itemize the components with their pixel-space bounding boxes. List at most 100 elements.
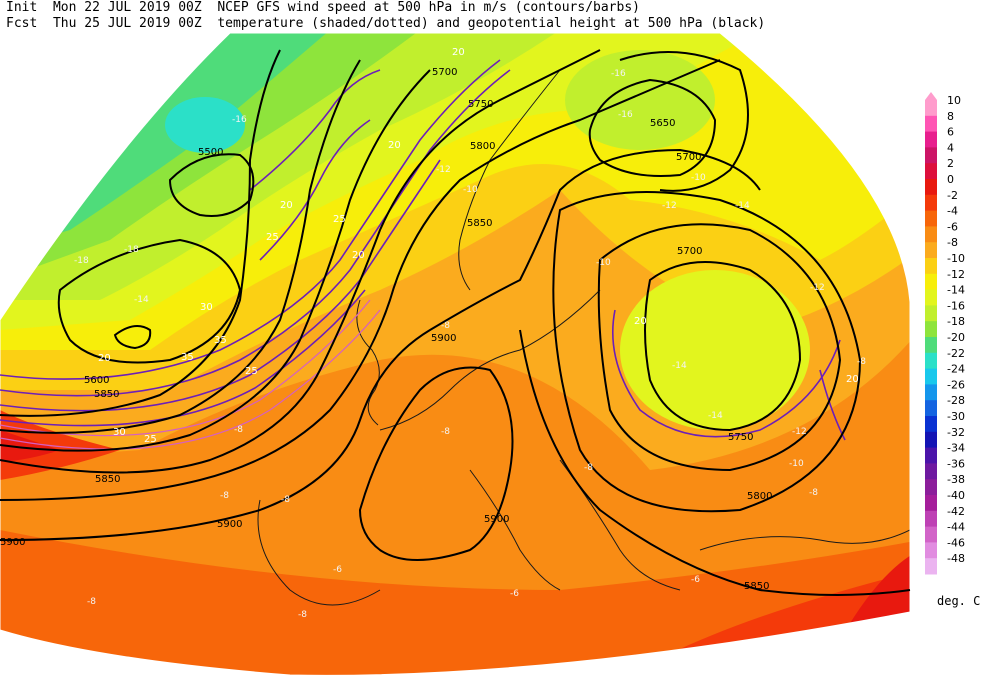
height-contour (113, 325, 152, 350)
weather-map: 5500 5600 5650 5700 5700 5700 5750 5750 … (0, 32, 911, 676)
colorbar-swatch (925, 147, 937, 164)
coast-europe (379, 289, 601, 431)
wind-label: 35 (214, 335, 227, 346)
colorbar-swatch (925, 289, 937, 306)
height-label: 5500 (198, 147, 223, 158)
height-label: 5900 (0, 537, 25, 548)
colorbar-tick-label: 8 (947, 110, 954, 123)
height-contour (0, 69, 431, 452)
colorbar-swatch (925, 558, 937, 575)
coast-italy (469, 469, 561, 591)
colorbar-swatch (925, 526, 937, 543)
height-contour-labels: 5500 5600 5650 5700 5700 5700 5750 5750 … (0, 67, 772, 592)
colorbar-swatch (925, 163, 937, 180)
height-label: 5850 (95, 474, 120, 485)
colorbar-swatch (925, 131, 937, 148)
colorbar-unit: deg. C (937, 594, 981, 608)
temp-label: -12 (810, 283, 825, 293)
temp-band-minus16-east (565, 50, 715, 150)
init-label: Init (6, 0, 38, 15)
colorbar-tick-label: -32 (947, 426, 965, 439)
height-label: 5600 (84, 375, 109, 386)
height-contour (588, 78, 717, 177)
colorbar-tick-label: -46 (947, 536, 965, 549)
colorbar-tick-label: -22 (947, 347, 965, 360)
colorbar-swatch (925, 242, 937, 259)
temp-label: -16 (232, 115, 247, 125)
coast-turkey (699, 529, 910, 551)
temp-label: -16 (611, 69, 626, 79)
height-contour (597, 223, 842, 472)
title-line1: NCEP GFS wind speed at 500 hPa in m/s (c… (217, 0, 640, 15)
colorbar-swatch (925, 352, 937, 370)
height-contour (644, 261, 802, 432)
wind-label: 20 (352, 250, 365, 261)
temp-label: -12 (792, 427, 807, 437)
colorbar-swatch (925, 495, 937, 512)
height-label: 5850 (94, 389, 119, 400)
colorbar-swatch (925, 368, 937, 385)
temp-label: -10 (596, 258, 611, 268)
colorbar-swatch (925, 479, 937, 496)
temp-label: -8 (441, 427, 450, 437)
colorbar-tick-label: -26 (947, 378, 965, 391)
colorbar-swatch (925, 273, 937, 291)
temp-label: -12 (436, 165, 451, 175)
temp-label: -6 (510, 589, 519, 599)
height-contours (0, 49, 911, 596)
wind-label: 20 (388, 140, 401, 151)
coast-iberia (257, 499, 381, 606)
temp-label: -14 (708, 411, 723, 421)
colorbar-swatch (925, 384, 937, 401)
warm-core-atlantic (0, 430, 60, 462)
temp-label: -14 (672, 361, 687, 371)
temp-label: -8 (857, 357, 866, 367)
height-label: 5650 (650, 118, 675, 129)
temp-label: -14 (735, 201, 750, 211)
height-label: 5700 (676, 152, 701, 163)
wind-label: 25 (333, 214, 346, 225)
temp-label: -16 (618, 110, 633, 120)
colorbar-swatch (925, 416, 937, 433)
colorbar-tick-label: -42 (947, 505, 965, 518)
wind-contour (249, 69, 381, 191)
wind-contour (0, 159, 441, 412)
wind-contour (0, 309, 381, 450)
height-label: 5700 (677, 246, 702, 257)
colorbar-tick-label: -40 (947, 489, 965, 502)
height-label: 5750 (728, 432, 753, 443)
colorbar-swatch (925, 100, 937, 117)
colorbar-cap (925, 92, 937, 100)
temperature-field (0, 33, 910, 676)
colorbar-tick-label: -12 (947, 268, 965, 281)
temp-label: -6 (333, 565, 342, 575)
coast-scandinavia (458, 69, 561, 291)
temp-label: -10 (691, 173, 706, 183)
wind-speed-contours (0, 59, 846, 441)
cold-core-northwest (165, 97, 245, 153)
temp-band-minus6-south (0, 530, 910, 676)
height-label: 5900 (217, 519, 242, 530)
colorbar-swatch (925, 179, 937, 196)
temp-label: -8 (298, 610, 307, 620)
height-contour (0, 49, 601, 474)
wind-label: 20 (452, 47, 465, 58)
colorbar-tick-label: -10 (947, 252, 965, 265)
colorbar-swatch (925, 463, 937, 480)
colorbar-tick-label: -38 (947, 473, 965, 486)
wind-contour (0, 69, 511, 397)
height-contour (0, 59, 721, 501)
colorbar-swatch (925, 226, 937, 243)
colorbar-tick-label: -16 (947, 299, 965, 312)
temp-label: -10 (463, 185, 478, 195)
height-contour (552, 191, 862, 513)
colorbar-swatches (925, 92, 937, 575)
temp-label: -18 (124, 245, 139, 255)
colorbar-tick-label: -14 (947, 284, 965, 297)
colorbar-swatch (925, 447, 937, 464)
height-contour (358, 366, 514, 561)
colorbar-tick-label: -28 (947, 394, 965, 407)
height-label: 5850 (467, 218, 492, 229)
temp-label: -8 (234, 425, 243, 435)
wind-label: 30 (113, 427, 126, 438)
